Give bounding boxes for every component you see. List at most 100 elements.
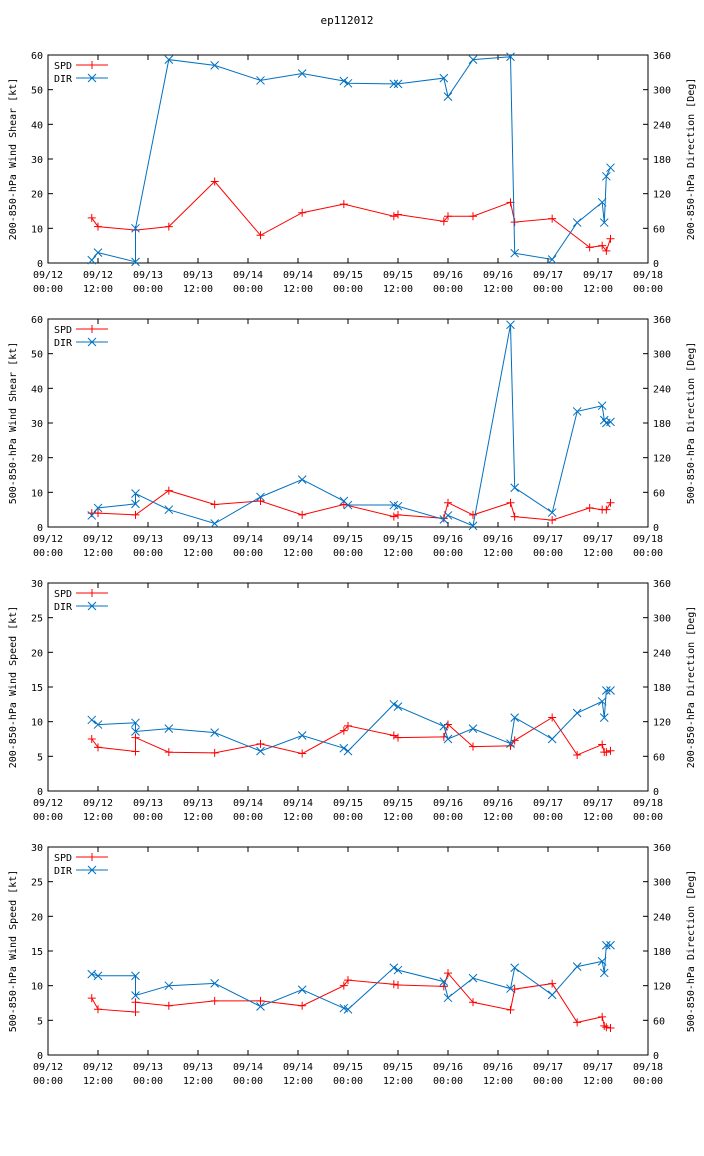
x-tick-label-date: 09/15: [383, 1062, 413, 1073]
y2-tick-label: 240: [653, 912, 671, 923]
data-point-spd: [389, 731, 398, 740]
data-point-dir: [599, 713, 609, 722]
data-point-dir: [343, 78, 353, 88]
x-tick-label-date: 09/13: [183, 270, 213, 281]
data-point-dir: [93, 248, 103, 257]
data-point-dir: [393, 501, 403, 511]
y2-tick-label: 0: [653, 787, 659, 798]
y2-axis-label: 500-850-hPa Direction [Deg]: [686, 870, 697, 1033]
data-point-dir: [343, 1005, 353, 1014]
y2-tick-label: 180: [653, 947, 671, 958]
x-tick-label-date: 09/16: [483, 534, 513, 545]
x-tick-label-time: 00:00: [533, 284, 563, 295]
x-tick-label-date: 09/18: [633, 534, 663, 545]
data-point-spd: [394, 210, 402, 219]
legend-marker-spd: [88, 853, 96, 861]
data-point-spd: [602, 246, 611, 255]
x-tick-label-time: 00:00: [533, 548, 563, 559]
data-point-spd: [510, 985, 519, 994]
data-point-dir: [606, 163, 615, 173]
data-point-dir: [547, 990, 557, 1000]
x-tick-label-date: 09/15: [383, 270, 413, 281]
y2-tick-label: 300: [653, 878, 671, 889]
series-line-spd: [91, 490, 611, 521]
legend-label-spd: SPD: [54, 589, 72, 600]
x-tick-label-date: 09/15: [333, 270, 363, 281]
data-point-dir: [506, 739, 515, 748]
data-point-dir: [339, 743, 349, 753]
x-tick-label-date: 09/13: [133, 270, 163, 281]
legend-label-spd: SPD: [54, 325, 72, 336]
x-tick-label-date: 09/14: [233, 534, 263, 545]
series-dir: [87, 52, 615, 267]
data-point-spd: [444, 212, 452, 221]
y-axis-label: 500-850-hPa Wind Shear [kt]: [8, 342, 19, 505]
y2-tick-label: 60: [653, 1016, 665, 1027]
x-tick-label-date: 09/14: [233, 270, 263, 281]
x-tick-label-date: 09/14: [283, 534, 313, 545]
data-point-spd: [131, 747, 140, 756]
y2-tick-label: 60: [653, 488, 665, 499]
x-tick-label-date: 09/16: [483, 1062, 513, 1073]
data-point-dir: [443, 993, 453, 1003]
data-point-dir: [131, 727, 140, 736]
x-tick-label-time: 12:00: [283, 284, 313, 295]
data-point-dir: [297, 475, 307, 484]
data-point-dir: [572, 218, 582, 227]
data-point-spd: [600, 1021, 609, 1030]
data-point-spd: [210, 996, 219, 1005]
data-point-spd: [298, 510, 307, 519]
data-point-dir: [93, 503, 103, 513]
x-tick-label-time: 00:00: [333, 284, 363, 295]
data-point-dir: [256, 76, 265, 85]
x-tick-label-time: 12:00: [583, 1076, 613, 1087]
x-tick-label-time: 00:00: [33, 284, 63, 295]
data-point-spd: [131, 733, 140, 742]
data-point-spd: [339, 200, 348, 209]
y2-tick-label: 120: [653, 718, 671, 729]
data-point-dir: [93, 971, 103, 981]
data-point-dir: [210, 61, 220, 70]
data-point-spd: [606, 746, 615, 755]
y2-tick-label: 240: [653, 384, 671, 395]
x-tick-label-time: 00:00: [433, 812, 463, 823]
y2-tick-label: 60: [653, 752, 665, 763]
x-tick-label-date: 09/17: [583, 1062, 613, 1073]
data-point-dir: [439, 73, 449, 83]
y2-tick-label: 60: [653, 224, 665, 235]
x-tick-label-date: 09/14: [283, 270, 313, 281]
legend-marker-spd: [88, 61, 96, 69]
series-line-spd: [91, 180, 611, 252]
y2-axis-label: 200-850-hPa Direction [Deg]: [686, 606, 697, 769]
x-tick-label-date: 09/16: [433, 270, 463, 281]
data-point-dir: [468, 55, 478, 64]
series-dir: [87, 940, 615, 1014]
data-point-spd: [606, 498, 615, 507]
y-tick-label: 60: [31, 51, 43, 62]
y2-tick-label: 240: [653, 648, 671, 659]
x-tick-label-time: 12:00: [383, 548, 413, 559]
x-tick-label-date: 09/13: [183, 534, 213, 545]
x-tick-label-time: 00:00: [633, 1076, 663, 1087]
x-tick-label-time: 12:00: [283, 812, 313, 823]
y-axis-label: 200-850-hPa Wind Speed [kt]: [8, 606, 19, 769]
x-tick-label-date: 09/13: [183, 798, 213, 809]
data-point-dir: [597, 401, 607, 411]
data-point-dir: [439, 721, 449, 731]
data-point-dir: [443, 92, 453, 101]
data-point-spd: [598, 740, 607, 749]
x-tick-label-time: 00:00: [533, 1076, 563, 1087]
data-point-dir: [597, 697, 607, 706]
data-point-spd: [573, 1018, 582, 1027]
data-point-spd: [439, 217, 448, 226]
x-tick-label-time: 00:00: [633, 812, 663, 823]
data-point-spd: [602, 1023, 611, 1032]
x-tick-label-date: 09/17: [533, 798, 563, 809]
x-tick-label-date: 09/14: [233, 1062, 263, 1073]
x-tick-label-time: 12:00: [483, 1076, 513, 1087]
y2-tick-label: 240: [653, 120, 671, 131]
x-tick-label-time: 12:00: [383, 284, 413, 295]
data-point-dir: [606, 940, 615, 950]
data-point-spd: [344, 721, 352, 730]
x-tick-label-date: 09/16: [483, 270, 513, 281]
